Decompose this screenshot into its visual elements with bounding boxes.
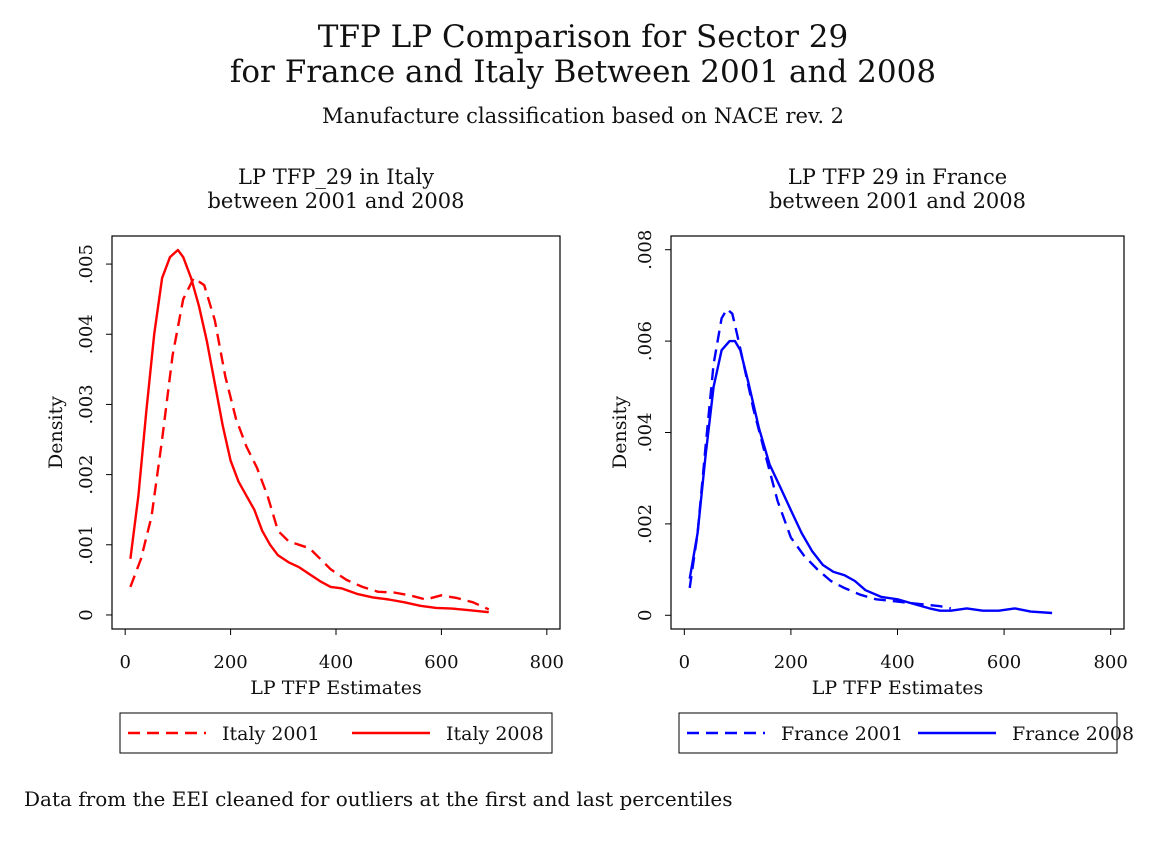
panel-title-line1: LP TFP 29 in France [788, 165, 1007, 189]
figure-subtitle: Manufacture classification based on NACE… [322, 104, 844, 128]
x-tick-label: 600 [424, 652, 458, 673]
legend-label-0: France 2001 [781, 723, 903, 745]
legend-label-1: France 2008 [1012, 723, 1134, 745]
y-tick-label: 0 [76, 609, 97, 620]
series-line-0 [129, 276, 490, 611]
figure-title-line2: for France and Italy Between 2001 and 20… [230, 54, 936, 90]
series-line-1 [688, 339, 1053, 615]
y-tick-label: .002 [635, 504, 656, 544]
x-tick-label: 800 [530, 652, 564, 673]
legend-label-0: Italy 2001 [222, 723, 320, 745]
panel-title-line2: between 2001 and 2008 [769, 189, 1026, 213]
panel-title-line2: between 2001 and 2008 [207, 189, 464, 213]
y-tick-label: .003 [76, 384, 97, 424]
y-tick-label: 0 [635, 610, 656, 621]
y-tick-label: .006 [635, 321, 656, 361]
y-axis-label: Density [45, 396, 67, 469]
x-tick-label: 400 [319, 652, 353, 673]
y-axis-label: Density [609, 396, 631, 469]
y-tick-label: .001 [76, 525, 97, 565]
legend-label-1: Italy 2008 [446, 723, 544, 745]
y-tick-label: .004 [76, 314, 97, 354]
y-tick-label: .002 [76, 455, 97, 495]
figure-title-line1: TFP LP Comparison for Sector 29 [318, 19, 848, 55]
x-tick-label: 0 [679, 652, 690, 673]
x-axis-label: LP TFP Estimates [812, 677, 983, 699]
x-tick-label: 200 [213, 652, 247, 673]
y-tick-label: .005 [76, 244, 97, 284]
plot-frame [670, 235, 1125, 630]
x-tick-label: 600 [987, 652, 1021, 673]
series-line-1 [129, 248, 489, 614]
series-line-0 [688, 307, 952, 610]
x-tick-label: 0 [119, 652, 130, 673]
y-tick-label: .008 [635, 230, 656, 270]
x-tick-label: 800 [1093, 652, 1127, 673]
x-axis-label: LP TFP Estimates [250, 677, 421, 699]
footnote: Data from the EEI cleaned for outliers a… [24, 787, 733, 811]
x-tick-label: 400 [880, 652, 914, 673]
panel-title-line1: LP TFP_29 in Italy [238, 165, 434, 189]
plot-frame [111, 235, 561, 630]
x-tick-label: 200 [774, 652, 808, 673]
y-tick-label: .004 [635, 412, 656, 452]
